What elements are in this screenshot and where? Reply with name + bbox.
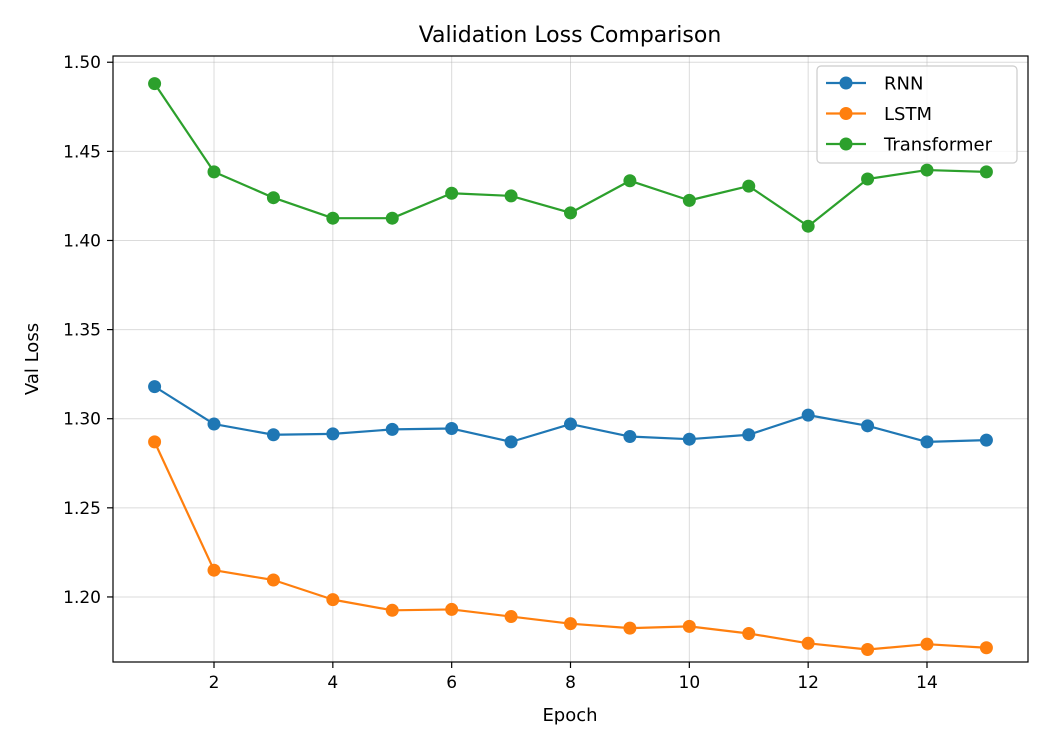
chart-title: Validation Loss Comparison [419,23,722,48]
data-point-transformer [326,211,340,225]
legend-label: LSTM [884,104,932,125]
x-axis-label: Epoch [542,705,597,726]
data-point-lstm [623,621,637,635]
data-point-lstm [564,617,577,631]
x-tick-label: 12 [797,673,819,693]
x-tick-label: 6 [446,673,457,693]
x-tick-label: 2 [209,673,220,693]
series-lstm [148,435,993,657]
data-point-lstm [682,619,696,633]
data-point-lstm [385,603,399,617]
data-point-transformer [979,165,993,179]
legend-marker [839,76,853,90]
data-point-transformer [504,189,518,203]
data-point-transformer [920,163,934,177]
x-tick-label: 10 [679,673,701,693]
x-tick-label: 4 [327,673,338,693]
data-point-lstm [326,593,340,607]
y-axis-label: Val Loss [22,323,43,395]
data-point-transformer [564,206,577,220]
data-point-lstm [801,636,815,650]
legend-item-transformer: Transformer [826,135,993,156]
data-point-rnn [207,417,221,431]
data-point-rnn [979,433,993,447]
data-point-transformer [623,174,637,188]
data-point-lstm [979,641,993,655]
data-point-lstm [504,610,518,624]
data-point-rnn [742,428,756,442]
data-point-rnn [682,432,696,446]
data-point-transformer [742,179,756,193]
y-tick-label: 1.50 [63,53,101,73]
data-point-transformer [682,193,696,207]
data-point-rnn [623,430,637,444]
data-point-rnn [920,435,934,449]
data-point-transformer [207,165,221,179]
data-point-transformer [385,211,399,225]
series-rnn [148,380,993,449]
data-point-rnn [445,422,459,436]
axis-ticks: 2 4 6 8 10 12 14 1.20 1.25 1.30 1.35 1.40 1.45 1.50 [63,53,938,693]
x-tick-label: 8 [565,673,576,693]
data-point-transformer [148,77,162,91]
y-tick-label: 1.45 [63,142,101,162]
legend-marker [839,107,853,120]
y-tick-label: 1.40 [63,231,101,251]
data-point-rnn [148,380,162,394]
legend-marker [839,137,853,151]
legend: RNN LSTM Transformer [816,65,1018,164]
y-tick-label: 1.25 [63,499,101,519]
data-point-rnn [504,435,518,449]
legend-label: RNN [884,74,923,95]
y-tick-label: 1.30 [63,410,101,430]
series-transformer [148,77,993,233]
x-tick-label: 14 [916,673,938,693]
data-point-transformer [266,191,280,205]
data-point-rnn [861,419,875,433]
y-tick-label: 1.20 [63,588,101,608]
y-tick-label: 1.35 [63,321,101,341]
data-point-lstm [742,626,756,640]
data-point-transformer [801,219,815,233]
data-point-lstm [148,435,162,449]
legend-item-rnn: RNN [826,74,923,95]
data-point-lstm [266,573,280,587]
data-point-lstm [207,563,221,577]
legend-label: Transformer [883,135,993,156]
data-point-rnn [266,428,280,442]
legend-item-lstm: LSTM [826,104,932,125]
data-point-lstm [445,602,459,616]
data-point-lstm [920,637,934,651]
data-point-rnn [326,427,340,441]
data-point-transformer [445,186,459,200]
data-point-lstm [861,643,875,657]
data-point-rnn [801,408,815,422]
data-point-transformer [861,172,875,186]
series-group [148,77,993,657]
data-point-rnn [385,422,399,436]
legend-box [816,65,1018,164]
data-point-rnn [564,417,577,431]
